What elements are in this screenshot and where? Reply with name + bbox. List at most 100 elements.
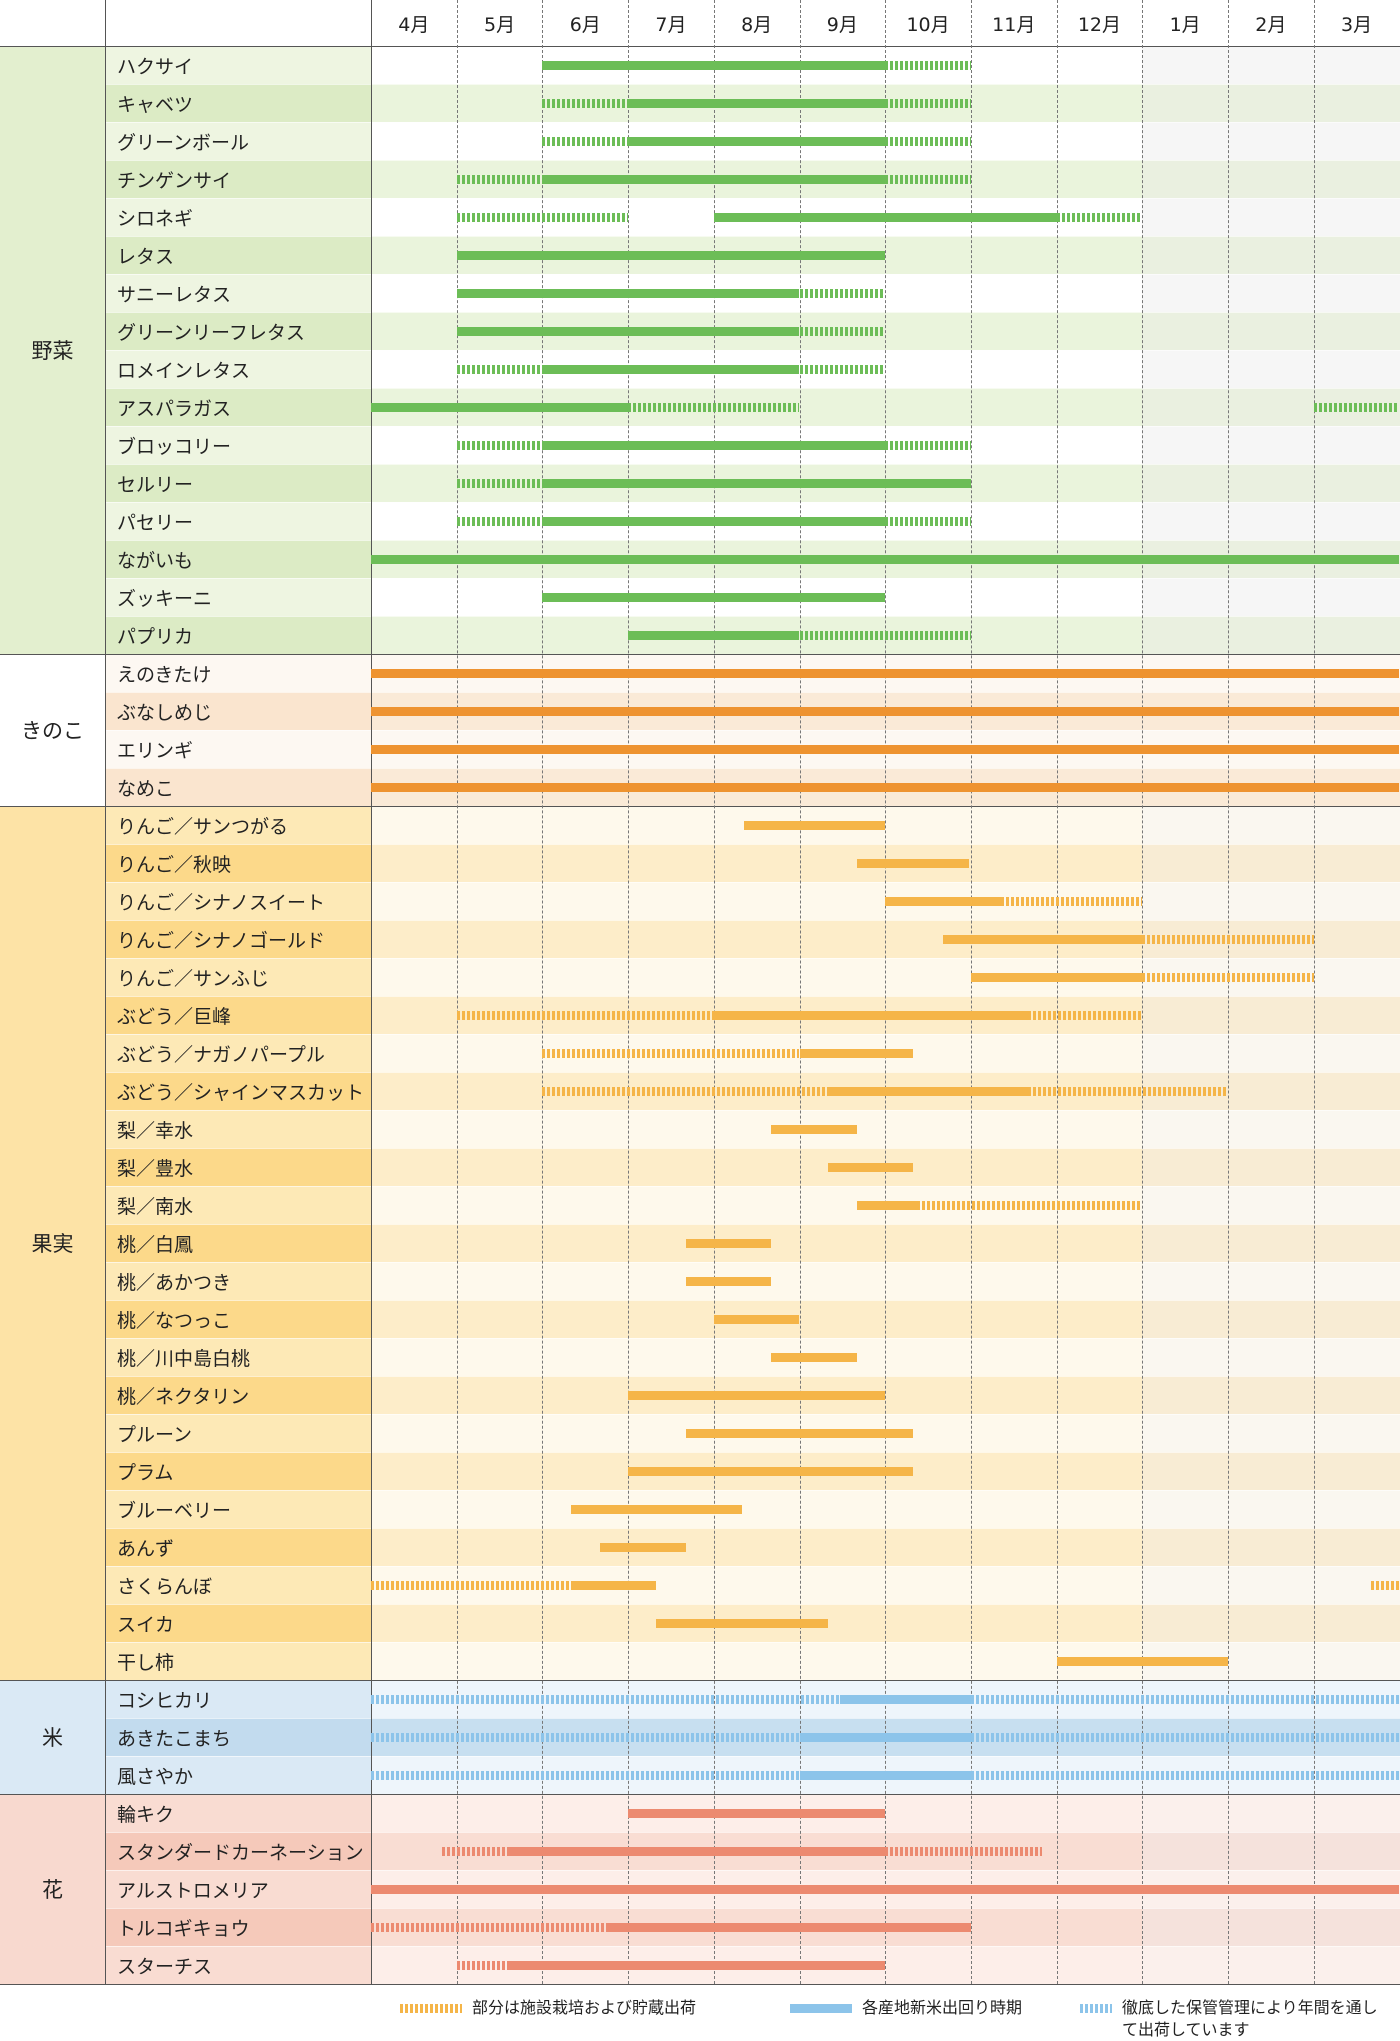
month-header-cell: 12月 xyxy=(1077,13,1122,36)
bar-dashed xyxy=(456,478,543,488)
row-background-winter xyxy=(1142,1452,1400,1490)
row-label: レタス xyxy=(105,236,371,274)
row-label: チンゲンサイ xyxy=(105,160,371,198)
legend-item: 徹底した保管管理により年間を通して出荷しています xyxy=(1080,1997,1390,2041)
row-background-winter xyxy=(1142,996,1400,1034)
bar-solid xyxy=(885,896,1001,906)
bar-solid xyxy=(1056,1656,1228,1666)
bar-solid xyxy=(628,1808,886,1818)
row-label: 風さやか xyxy=(105,1756,371,1794)
bar-solid xyxy=(542,516,886,526)
category-label: 野菜 xyxy=(0,46,105,654)
month-header-cell: 3月 xyxy=(1340,13,1373,36)
row-background-winter xyxy=(1142,1262,1400,1300)
row-label: さくらんぼ xyxy=(105,1566,371,1604)
row-label: ブロッコリー xyxy=(105,426,371,464)
row-background-winter xyxy=(1142,1186,1400,1224)
row-label: スタンダードカーネーション xyxy=(105,1832,371,1870)
row-label: セルリー xyxy=(105,464,371,502)
bar-dashed xyxy=(1028,1086,1228,1096)
row-background-winter xyxy=(1142,426,1400,464)
row-label: ながいも xyxy=(105,540,371,578)
bar-dashed xyxy=(885,516,971,526)
bar-solid xyxy=(685,1238,772,1248)
row-background-winter xyxy=(1142,46,1400,84)
bar-solid xyxy=(371,668,1400,678)
bar-solid xyxy=(685,1276,772,1286)
bar-solid xyxy=(799,1732,971,1742)
bar-solid xyxy=(771,1124,857,1134)
bar-solid xyxy=(570,1580,657,1590)
row-label: キャベツ xyxy=(105,84,371,122)
bar-solid xyxy=(542,364,800,374)
row-label: 輪キク xyxy=(105,1794,371,1832)
bar-solid xyxy=(371,554,1400,564)
row-label: ぶどう／ナガノパープル xyxy=(105,1034,371,1072)
bar-solid xyxy=(456,288,800,298)
row-label: シロネギ xyxy=(105,198,371,236)
row-label: スイカ xyxy=(105,1604,371,1642)
row-label: 桃／なつっこ xyxy=(105,1300,371,1338)
bar-dashed xyxy=(456,1010,714,1020)
bar-solid xyxy=(570,1504,743,1514)
month-header-cell: 8月 xyxy=(741,13,773,36)
bar-solid xyxy=(771,1352,857,1362)
bar-dashed xyxy=(799,326,886,336)
row-background-winter xyxy=(1142,464,1400,502)
month-header-cell: 11月 xyxy=(992,13,1036,36)
row-background xyxy=(371,844,1143,882)
bar-dashed xyxy=(970,1732,1400,1742)
row-label: ブルーベリー xyxy=(105,1490,371,1528)
bar-dashed xyxy=(1056,212,1143,222)
row-label: コシヒカリ xyxy=(105,1680,371,1718)
bar-solid xyxy=(942,934,1143,944)
row-background-winter xyxy=(1142,882,1400,920)
row-background-winter xyxy=(1142,1832,1400,1870)
category-label: 米 xyxy=(0,1680,105,1794)
row-label: アルストロメリア xyxy=(105,1870,371,1908)
row-background xyxy=(371,1490,1143,1528)
row-background-winter xyxy=(1142,1490,1400,1528)
row-label: 梨／豊水 xyxy=(105,1148,371,1186)
bar-solid xyxy=(542,174,886,184)
month-header-cell: 1月 xyxy=(1169,13,1201,36)
bar-solid xyxy=(628,1390,886,1400)
row-background xyxy=(371,1148,1143,1186)
row-label: なめこ xyxy=(105,768,371,806)
row-label: グリーンリーフレタス xyxy=(105,312,371,350)
bar-solid xyxy=(542,478,971,488)
bar-solid xyxy=(685,1428,914,1438)
bar-solid xyxy=(628,630,800,640)
legend-item: 部分は施設栽培および貯蔵出荷 xyxy=(400,1997,730,2019)
row-background-winter xyxy=(1142,1566,1400,1604)
row-label: ズッキーニ xyxy=(105,578,371,616)
row-label: りんご／シナノスイート xyxy=(105,882,371,920)
row-background-winter xyxy=(1142,122,1400,160)
row-background-winter xyxy=(1142,1528,1400,1566)
bar-dashed xyxy=(371,1770,800,1780)
row-background-winter xyxy=(1142,236,1400,274)
legend-item: 各産地新米出回り時期 xyxy=(790,1997,1120,2019)
month-header-cell: 4月 xyxy=(398,13,430,36)
bar-dashed xyxy=(1142,934,1314,944)
month-header-cell: 10月 xyxy=(906,13,950,36)
legend-swatch xyxy=(1080,2004,1112,2013)
bar-solid xyxy=(542,60,886,70)
bar-solid xyxy=(542,592,886,602)
legend-swatch xyxy=(790,2004,852,2013)
bar-solid xyxy=(628,1466,914,1476)
month-header: 4月 5月 6月 7月 8月 9月 10月 11月 12月 1月 2月 3月 xyxy=(0,0,1400,46)
row-background-winter xyxy=(1142,1604,1400,1642)
row-background-winter xyxy=(1142,1034,1400,1072)
row-label: プラム xyxy=(105,1452,371,1490)
row-label: スターチス xyxy=(105,1946,371,1984)
row-background-winter xyxy=(1142,350,1400,388)
bar-solid xyxy=(856,858,970,868)
row-label: りんご／サンつがる xyxy=(105,806,371,844)
bar-solid xyxy=(827,1086,1029,1096)
bar-dashed xyxy=(885,440,971,450)
bar-solid xyxy=(371,1884,1400,1894)
row-background-winter xyxy=(1142,616,1400,654)
